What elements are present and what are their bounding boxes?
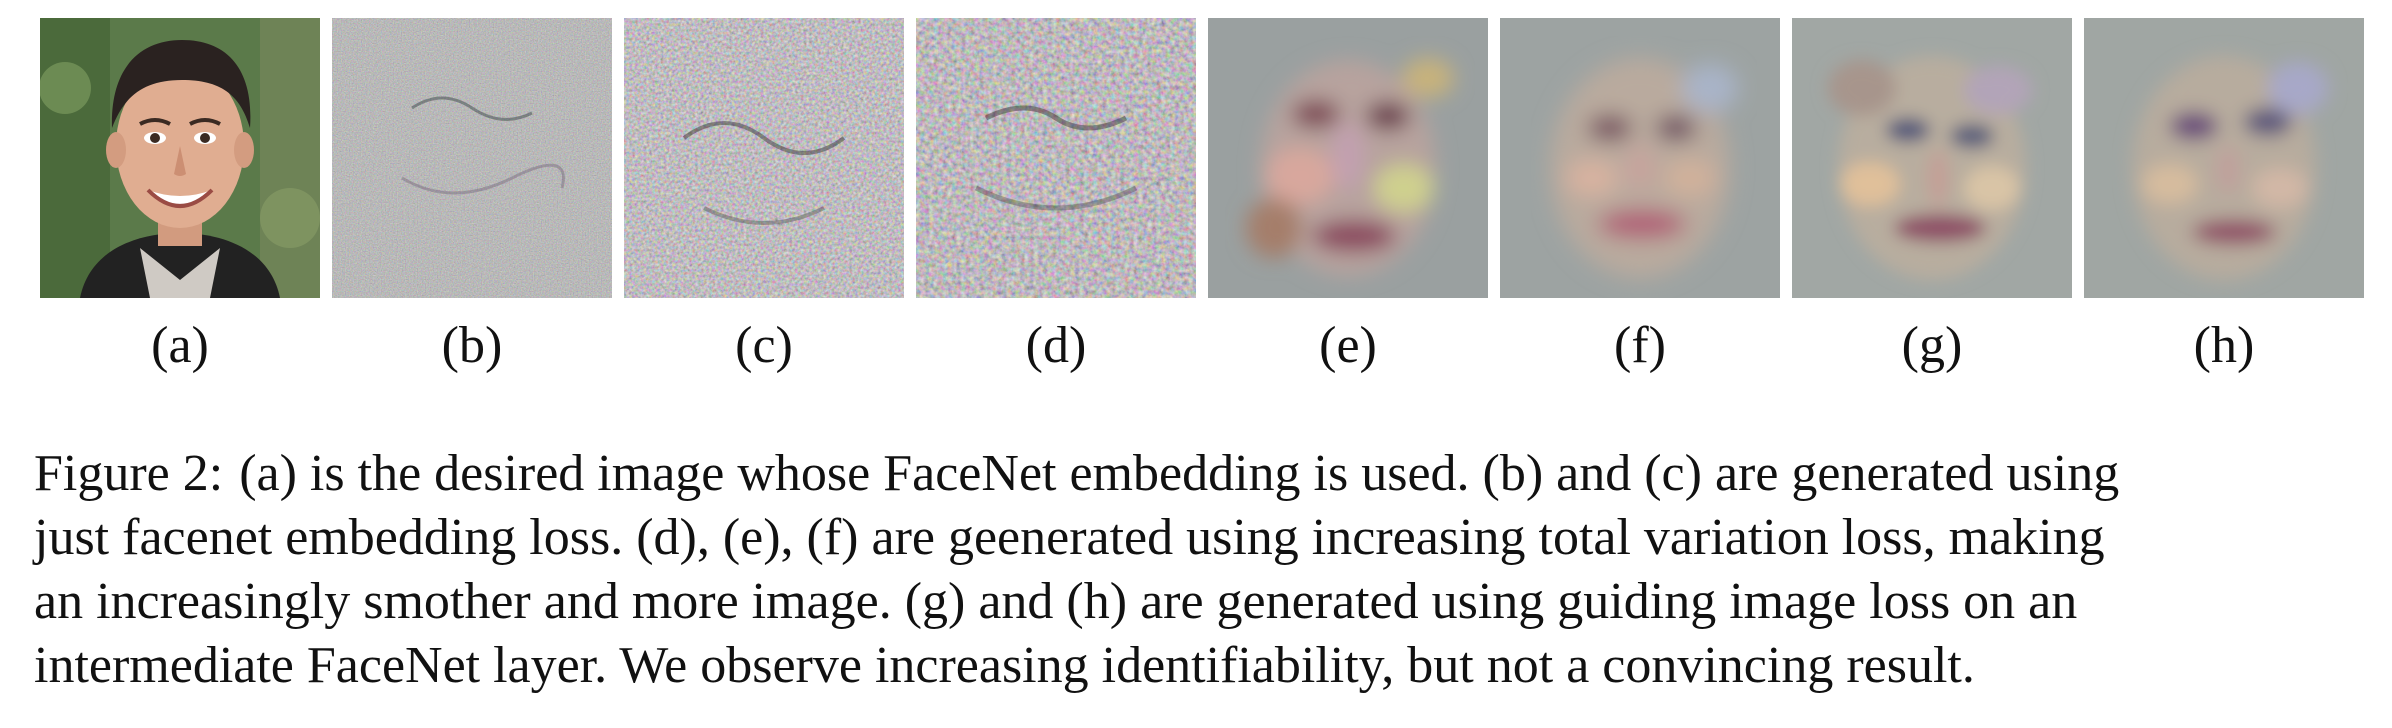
panel-d-image (916, 18, 1196, 298)
caption-text: (a) is the desired image whose FaceNet e… (239, 445, 2120, 502)
panel-label: (g) (1901, 317, 1963, 374)
noise-texture-icon (624, 18, 904, 298)
panel-label: (d) (1025, 317, 1087, 374)
caption-line-3: an increasingly smother and more image. … (34, 573, 2078, 630)
caption-line-2: just facenet embedding loss. (d), (e), (… (34, 509, 2105, 566)
panel-label: (c) (735, 317, 793, 374)
panel-g-image (1792, 18, 2072, 298)
caption-line-1: Figure 2: (a) is the desired image whose … (34, 442, 2364, 506)
panel-label: (e) (1319, 317, 1377, 374)
panel-label: (h) (2193, 317, 2255, 374)
face-photo-icon (40, 18, 320, 298)
guided-face-icon (1792, 18, 2072, 298)
panel-f-image (1500, 18, 1780, 298)
panel-e-image (1208, 18, 1488, 298)
panel-label: (b) (441, 317, 503, 374)
figure-caption: Figure 2: (a) is the desired image whose … (34, 442, 2364, 698)
panel-h-image (2084, 18, 2364, 298)
panel-b-image (332, 18, 612, 298)
panel-c-image (624, 18, 904, 298)
panel-a-image (40, 18, 320, 298)
panel-label: (f) (1614, 317, 1666, 374)
noise-texture-icon (916, 18, 1196, 298)
caption-label: Figure 2: (34, 445, 224, 502)
smooth-face-icon (1500, 18, 1780, 298)
noise-texture-icon (332, 18, 612, 298)
panel-label: (a) (151, 317, 209, 374)
guided-face-icon (2084, 18, 2364, 298)
caption-line-4: intermediate FaceNet layer. We observe i… (34, 637, 1975, 694)
smooth-face-icon (1208, 18, 1488, 298)
